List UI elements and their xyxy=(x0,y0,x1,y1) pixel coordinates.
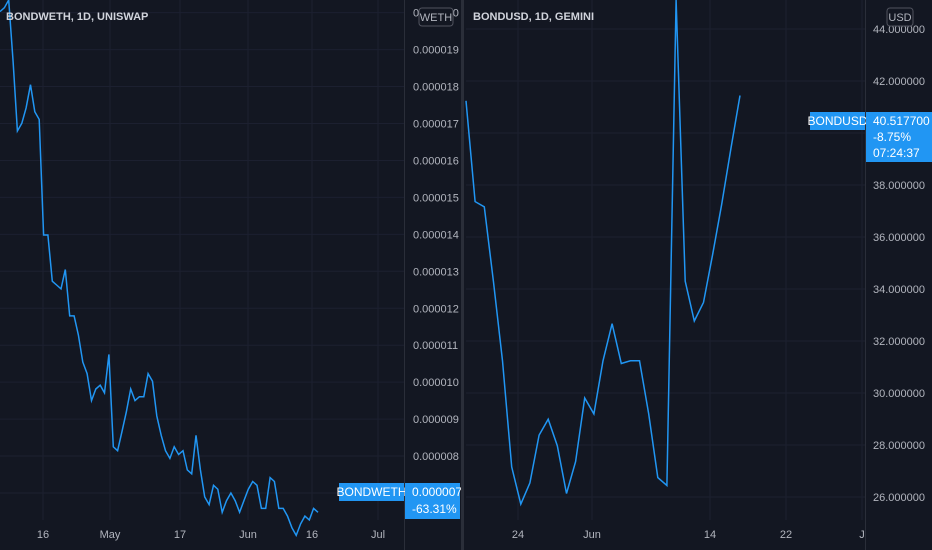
bondusd-last-price-tag: BONDUSD 40.517700 -8.75% 07:24:37 xyxy=(807,112,932,162)
y-tick-label: 0.000012 xyxy=(413,303,459,315)
bondweth-time-axis[interactable]: 16 May 17 Jun 16 Jul xyxy=(37,529,385,541)
y-tick-label: 0.000008 xyxy=(413,451,459,463)
bondusd-price-line xyxy=(465,0,741,507)
bondweth-chart: 0.000007 0.000008 0.000009 0.000010 0.000011… xyxy=(0,0,462,550)
y-tick-label: 34.000000 xyxy=(873,284,925,296)
y-tick-label: 0.000019 xyxy=(413,45,459,57)
pane-separator[interactable] xyxy=(461,0,464,550)
x-tick-label: 17 xyxy=(174,529,186,541)
bondweth-symbol: BONDWETH xyxy=(337,485,407,499)
bondusd-change: -8.75% xyxy=(873,130,911,144)
usd-unit-box[interactable] xyxy=(886,7,914,27)
bondweth-change: -63.31% xyxy=(412,502,457,516)
y-tick-label: 44.000000 xyxy=(873,24,925,36)
y-tick-label: 0.000010 xyxy=(413,377,459,389)
bondusd-grid xyxy=(466,0,865,520)
y-tick-label: 42.000000 xyxy=(873,76,925,88)
y-tick-label: 0.000014 xyxy=(413,229,459,241)
x-tick-label: 14 xyxy=(704,529,716,541)
bondweth-last-price-tag: BONDWETH 0.000007 -63.31% xyxy=(337,483,462,519)
bondusd-countdown: 07:24:37 xyxy=(873,146,920,160)
bondweth-grid xyxy=(0,0,404,520)
x-tick-label: Jun xyxy=(239,529,257,541)
x-tick-label: May xyxy=(100,529,121,541)
bondweth-price-axis[interactable]: 0.000007 0.000008 0.000009 0.000010 0.000011… xyxy=(413,8,459,500)
x-tick-label: 24 xyxy=(512,529,524,541)
bondweth-price-line xyxy=(0,0,319,538)
bondweth-last-price: 0.000007 xyxy=(412,485,462,499)
bondusd-price-axis[interactable]: 26.000000 28.000000 30.000000 32.000000 34.0… xyxy=(873,24,925,504)
weth-unit-box[interactable] xyxy=(418,7,454,27)
y-tick-label: 0.000015 xyxy=(413,192,459,204)
bondusd-last-price: 40.517700 xyxy=(873,114,930,128)
x-tick-label: J xyxy=(859,529,865,541)
usd-unit-label: USD xyxy=(888,12,911,24)
x-tick-label: 16 xyxy=(306,529,318,541)
bondusd-chart: 26.000000 28.000000 30.000000 32.000000 34.0… xyxy=(465,0,932,550)
y-tick-label: 36.000000 xyxy=(873,232,925,244)
bondusd-title: BONDUSD, 1D, GEMINI xyxy=(473,11,594,23)
weth-unit-label: WETH xyxy=(420,12,452,24)
bondusd-symbol: BONDUSD xyxy=(807,114,867,128)
y-tick-label: 26.000000 xyxy=(873,492,925,504)
y-tick-label: 32.000000 xyxy=(873,336,925,348)
y-tick-label: 30.000000 xyxy=(873,388,925,400)
y-tick-label: 0.000009 xyxy=(413,414,459,426)
y-tick-label: 28.000000 xyxy=(873,440,925,452)
x-tick-label: Jul xyxy=(371,529,385,541)
bondweth-title: BONDWETH, 1D, UNISWAP xyxy=(6,11,148,23)
bondusd-symbol-tag xyxy=(810,112,865,130)
y-tick-label: 0.000016 xyxy=(413,155,459,167)
y-tick-label: 0.000018 xyxy=(413,82,459,94)
y-tick-label: 0.000011 xyxy=(413,340,458,352)
bondweth-price-tag xyxy=(405,483,460,519)
x-tick-label: 16 xyxy=(37,529,49,541)
x-tick-label: Jun xyxy=(583,529,601,541)
bondweth-symbol-tag xyxy=(339,483,404,501)
y-tick-label: 38.000000 xyxy=(873,180,925,192)
y-tick-label: 0.000017 xyxy=(413,119,459,131)
x-tick-label: 22 xyxy=(780,529,792,541)
bondusd-price-tag xyxy=(866,112,932,162)
bondusd-time-axis[interactable]: 24 Jun 14 22 J xyxy=(512,529,865,541)
y-tick-label: 0.000013 xyxy=(413,266,459,278)
